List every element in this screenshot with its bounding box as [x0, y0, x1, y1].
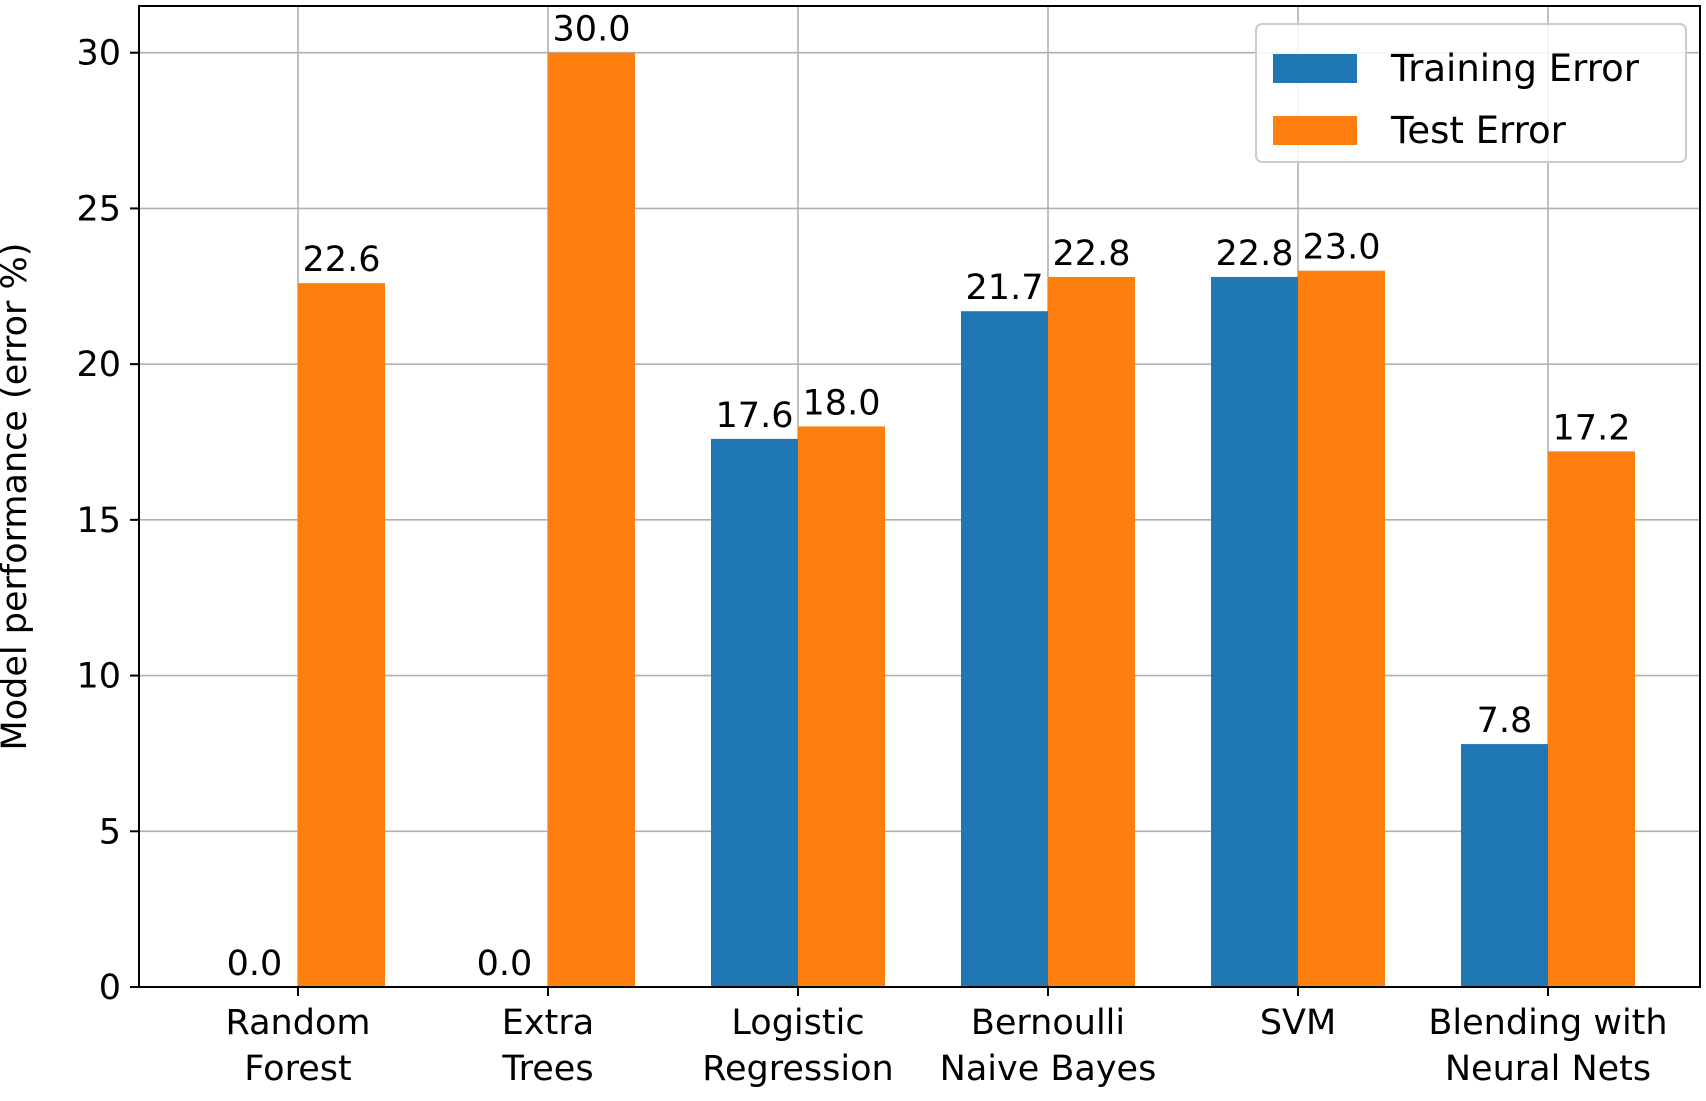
y-tick-label: 15	[76, 501, 121, 541]
bar-value-label: 22.8	[1053, 234, 1131, 274]
bar-value-label: 22.8	[1216, 234, 1294, 274]
bar-value-label: 7.8	[1477, 701, 1533, 741]
legend-swatch-training	[1273, 54, 1357, 83]
y-tick-label: 10	[76, 657, 121, 697]
bar-test-4	[1298, 270, 1385, 987]
bar-test-0	[298, 283, 385, 988]
y-axis-label: Model performance (error %)	[0, 243, 35, 751]
x-tick-label-line: Regression	[702, 1049, 893, 1089]
bar-value-label: 18.0	[803, 383, 881, 423]
legend-label-training: Training Error	[1390, 47, 1640, 90]
bar-value-label: 23.0	[1303, 228, 1381, 268]
legend-swatch-test	[1273, 116, 1357, 145]
y-tick-label: 5	[99, 812, 121, 852]
y-tick-label: 0	[99, 968, 121, 1008]
bar-value-label: 0.0	[477, 944, 533, 984]
x-tick-label-line: Naive Bayes	[940, 1049, 1157, 1089]
tick-labels: 0 5 10 15 20 25 30 Random Forest Extra Trees Logist…	[76, 34, 1667, 1089]
x-tick-label-line: SVM	[1260, 1003, 1336, 1043]
plot-frame	[138, 5, 1701, 988]
x-tick-label: Random Forest	[226, 1003, 371, 1089]
x-tick-label-line: Blending with	[1428, 1003, 1667, 1043]
x-tick-label: Blending with Neural Nets	[1428, 1003, 1667, 1089]
x-tick-label-line: Random	[226, 1003, 371, 1043]
y-tick-label: 20	[76, 345, 121, 385]
bar-test-5	[1548, 451, 1635, 987]
axes	[130, 5, 1701, 996]
legend-label-test: Test Error	[1390, 109, 1567, 152]
bar-value-label: 0.0	[227, 944, 283, 984]
bar-value-label: 21.7	[966, 268, 1044, 308]
bar-value-label: 17.6	[716, 396, 794, 436]
bar-value-label: 17.2	[1553, 408, 1631, 448]
bar-test-2	[798, 426, 885, 987]
x-tick-label: Logistic Regression	[702, 1003, 893, 1089]
bar-training-2	[711, 438, 798, 987]
bar-test-3	[1048, 276, 1135, 987]
y-tick-label: 25	[76, 189, 121, 229]
bar-training-3	[961, 311, 1048, 987]
x-tick-label: Extra Trees	[501, 1003, 594, 1089]
legend: Training Error Test Error	[1255, 23, 1687, 163]
x-tick-label-line: Bernoulli	[971, 1003, 1125, 1043]
x-tick-label-line: Trees	[501, 1049, 593, 1089]
x-tick-label-line: Logistic	[731, 1003, 864, 1043]
x-tick-label: SVM	[1260, 1003, 1336, 1043]
legend-box	[1255, 23, 1687, 163]
bar-training-4	[1211, 276, 1298, 987]
x-tick-label-line: Extra	[502, 1003, 594, 1043]
bar-test-1	[548, 52, 635, 987]
bar-value-label: 22.6	[303, 240, 381, 280]
bar-training-5	[1461, 744, 1548, 987]
bars	[298, 52, 1635, 988]
y-tick-label: 30	[76, 34, 121, 74]
x-tick-label: Bernoulli Naive Bayes	[940, 1003, 1157, 1089]
x-tick-label-line: Forest	[244, 1049, 351, 1089]
bar-value-label: 30.0	[553, 10, 631, 50]
data-labels: 0.0 0.017.621.722.87.822.630.018.022.8 23.…	[227, 10, 1631, 984]
x-tick-label-line: Neural Nets	[1445, 1049, 1651, 1089]
